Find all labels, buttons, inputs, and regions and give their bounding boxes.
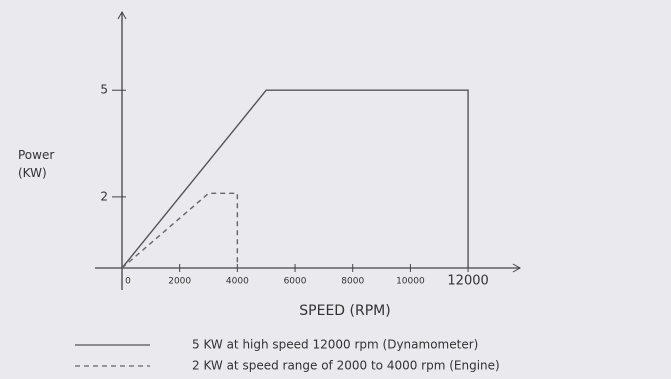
x-tick-label: 6000 bbox=[284, 277, 307, 287]
legend-label: 5 KW at high speed 12000 rpm (Dynamomete… bbox=[192, 338, 478, 352]
legend-label: 2 KW at speed range of 2000 to 4000 rpm … bbox=[192, 359, 500, 373]
x-tick-label: 12000 bbox=[447, 274, 488, 289]
x-tick-label: 10000 bbox=[396, 277, 425, 287]
series-line bbox=[122, 90, 468, 268]
x-tick-label: 2000 bbox=[168, 277, 191, 287]
chart: SPEED (RPM) 0 2000 4000 6000 8000 10000 12000 2… bbox=[0, 0, 671, 379]
y-tick-label: 2 bbox=[100, 189, 108, 203]
x-tick-label: 4000 bbox=[226, 277, 249, 287]
series-line bbox=[122, 193, 237, 268]
page: {"chart_data": {"type": "line", "xlabel"… bbox=[0, 0, 671, 379]
x-tick-label: 0 bbox=[125, 277, 131, 287]
x-axis-label: SPEED (RPM) bbox=[299, 303, 390, 319]
x-tick-label: 8000 bbox=[341, 277, 364, 287]
y-axis-label: Power (KW) bbox=[18, 146, 64, 182]
y-tick-label: 5 bbox=[100, 83, 108, 97]
